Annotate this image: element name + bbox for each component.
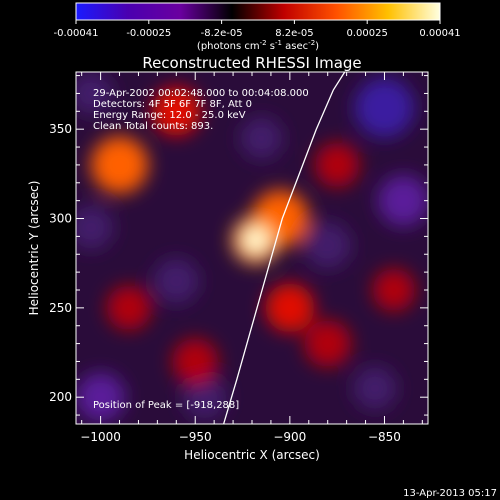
y-tick-label: 200 bbox=[49, 390, 72, 404]
x-tick-label: −850 bbox=[368, 430, 401, 444]
observation-info: 29-Apr-2002 00:02:48.000 to 00:04:08.000… bbox=[93, 88, 309, 132]
colorbar-tick-label: 0.00025 bbox=[347, 28, 388, 39]
heatmap-source bbox=[151, 86, 201, 136]
colorbar-unit-close: ) bbox=[315, 41, 319, 52]
x-axis-label: Heliocentric X (arcsec) bbox=[184, 448, 320, 462]
heatmap-source bbox=[153, 258, 200, 304]
colorbar-unit-main: (photons cm bbox=[197, 41, 260, 52]
peak-position-label: Position of Peak = [-918,288] bbox=[93, 400, 239, 411]
colorbar-unit-mid: s bbox=[267, 41, 275, 52]
y-tick-label: 350 bbox=[49, 122, 72, 136]
colorbar-ticks: -0.00041 -0.00025 -8.2e-05 8.2e-05 0.00025 0.… bbox=[54, 20, 461, 39]
colorbar-strip bbox=[75, 2, 441, 21]
heatmap-source bbox=[76, 372, 126, 422]
colorbar-unit-exp2: -1 bbox=[275, 39, 282, 47]
axis-ticks: −1000 −950 −900 −850 200 250 300 350 bbox=[49, 72, 428, 444]
heatmap-source bbox=[76, 205, 114, 250]
heatmap-source bbox=[314, 142, 360, 188]
info-line: Detectors: 4F 5F 6F 7F 8F, Att 0 bbox=[93, 99, 252, 110]
colorbar-tick-label: -0.00025 bbox=[126, 28, 171, 39]
colorbar-tick-label: -8.2e-05 bbox=[201, 28, 243, 39]
heatmap-sources bbox=[76, 72, 428, 422]
x-tick-label: −1000 bbox=[80, 430, 121, 444]
colorbar-unit-exp3: -2 bbox=[308, 39, 315, 47]
heatmap-source bbox=[90, 136, 149, 194]
heatmap-source bbox=[372, 268, 416, 312]
colorbar-tick-label: 0.00041 bbox=[419, 28, 460, 39]
colorbar-unit-exp1: -2 bbox=[260, 39, 267, 47]
info-line: 29-Apr-2002 00:02:48.000 to 00:04:08.000 bbox=[93, 88, 309, 99]
solar-limb-curve bbox=[222, 72, 346, 424]
heatmap-source bbox=[76, 72, 113, 115]
y-tick-label: 300 bbox=[49, 212, 72, 226]
heatmap-source bbox=[304, 320, 352, 367]
info-line: Energy Range: 12.0 - 25.0 keV bbox=[93, 110, 246, 121]
x-tick-label: −950 bbox=[179, 430, 212, 444]
y-tick-label: 250 bbox=[49, 301, 72, 315]
heatmap-source bbox=[354, 77, 415, 138]
heatmap-source bbox=[106, 285, 152, 331]
footer-timestamp: 13-Apr-2013 05:17 bbox=[403, 488, 497, 499]
colorbar-tick-label: 8.2e-05 bbox=[275, 28, 313, 39]
peak-core bbox=[242, 226, 269, 253]
heatmap-source bbox=[265, 283, 315, 333]
colorbar-tick-label: -0.00041 bbox=[54, 28, 99, 39]
heatmap-source bbox=[172, 338, 219, 385]
colorbar: -0.00041 -0.00025 -8.2e-05 8.2e-05 0.00025 0.… bbox=[54, 2, 461, 52]
colorbar-unit-end: asec bbox=[282, 41, 308, 52]
heatmap-source bbox=[304, 221, 352, 269]
colorbar-unit-label: (photons cm-2 s-1 asec-2) bbox=[197, 39, 319, 52]
heatmap-source bbox=[353, 366, 397, 411]
chart-title: Reconstructed RHESSI Image bbox=[142, 54, 361, 72]
x-tick-label: −900 bbox=[273, 430, 306, 444]
y-axis-label: Heliocentric Y (arcsec) bbox=[27, 181, 41, 316]
heatmap-source bbox=[377, 175, 428, 227]
heatmap-source bbox=[240, 116, 283, 160]
info-line: Clean Total counts: 893. bbox=[93, 121, 213, 132]
plot-area bbox=[76, 72, 428, 424]
heatmap-source bbox=[182, 374, 227, 420]
